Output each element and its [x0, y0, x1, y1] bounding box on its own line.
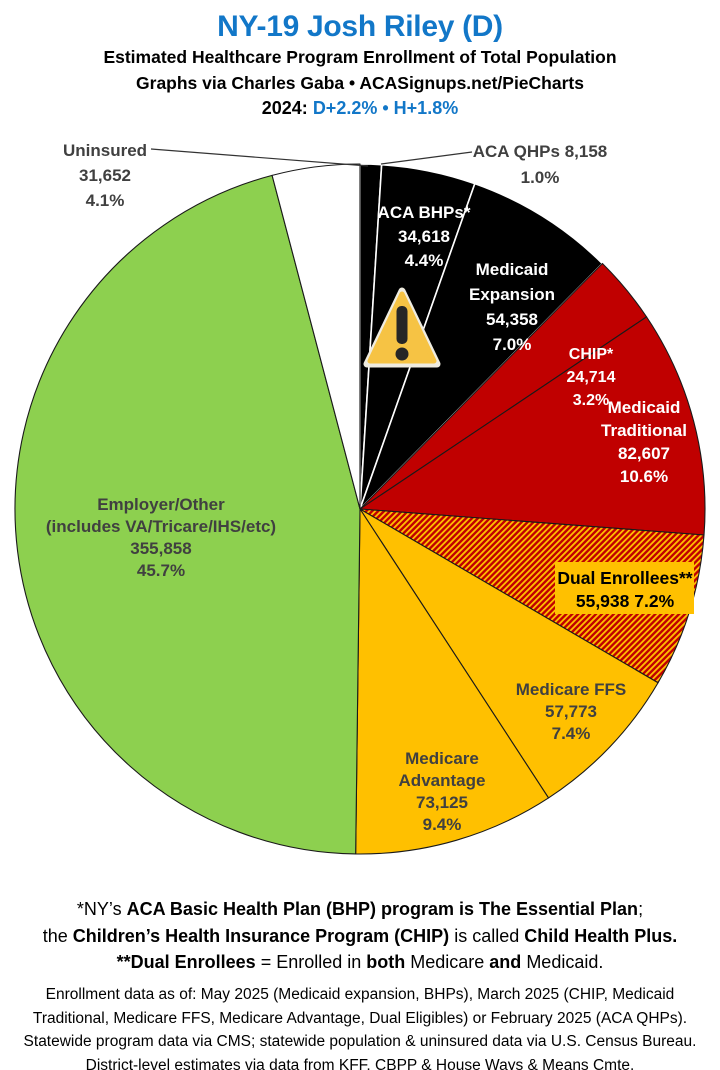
text-segment: Medicaid.: [521, 952, 604, 972]
slice-label-employer-other-line3: 45.7%: [137, 561, 185, 580]
source-line: Traditional, Medicare FFS, Medicare Adva…: [32, 1009, 688, 1027]
source-line: Enrollment data as of: May 2025 (Medicai…: [45, 986, 675, 1003]
slice-label-uninsured-line1: 31,652: [79, 166, 131, 185]
text-segment: *NY’s: [76, 899, 127, 919]
slice-label-medicaid-expansion-line1: Expansion: [469, 285, 555, 304]
warning-icon: [363, 287, 441, 368]
label-box-dual-enrollees: [555, 562, 694, 614]
slice-label-medicare-ffs-line2: 7.4%: [552, 724, 591, 743]
slice-label-medicaid-expansion-line0: Medicaid: [476, 260, 549, 279]
warning-exclamation-dot: [395, 347, 409, 361]
slice-label-medicare-advantage-line1: Advantage: [399, 771, 486, 790]
footnote-sources: Enrollment data as of: May 2025 (Medicai…: [0, 983, 720, 1070]
pie-slice-uninsured: [271, 163, 361, 510]
pie-slice-medicare-ffs: [359, 508, 659, 799]
slice-label-chip-line1: 24,714: [567, 369, 616, 386]
text-segment: is called: [449, 925, 525, 946]
source-line: Statewide program data via CMS; statewid…: [23, 1033, 697, 1050]
text-segment: **Dual Enrollees: [116, 952, 256, 972]
slice-label-uninsured-line0: Uninsured: [63, 141, 147, 160]
text-segment: the: [42, 925, 73, 946]
footnote-definitions: *NY’s ACA Basic Health Plan (BHP) progra…: [0, 896, 720, 976]
pie-slice-medicare-advantage: [355, 508, 550, 855]
pie-slice-medicaid-expansion: [359, 182, 604, 510]
text-segment: H+1.8%: [393, 98, 459, 118]
slice-label-uninsured-line2: 4.1%: [86, 191, 125, 210]
leader-line-aca-qhps: [380, 151, 473, 165]
text-segment: Children’s Health Insurance Program (CHI…: [72, 925, 450, 946]
text-segment: = Enrolled in: [255, 952, 367, 972]
pie-slice-employer-other: [14, 174, 361, 855]
text-segment: Child Health Plus.: [524, 925, 678, 946]
slice-label-medicare-advantage-line0: Medicare: [405, 749, 479, 768]
slice-label-aca-qhps-line1: 1.0%: [521, 168, 560, 187]
page-title: NY-19 Josh Riley (D): [217, 10, 503, 43]
leader-line-uninsured: [150, 148, 369, 167]
slice-label-employer-other-line2: 355,858: [130, 539, 191, 558]
footnote-line: **Dual Enrollees = Enrolled in both Medi…: [0, 949, 720, 976]
leader-lines: [150, 148, 473, 167]
text-segment: and: [489, 952, 522, 972]
slice-label-dual-enrollees-line0: Dual Enrollees**: [557, 568, 692, 588]
slice-label-medicare-advantage-line2: 73,125: [416, 793, 468, 812]
slice-label-aca-bhps-line0: ACA BHPs*: [378, 203, 471, 222]
footnote-line: the Children’s Health Insurance Program …: [0, 923, 720, 950]
pie-slice-medicaid-traditional: [359, 316, 706, 536]
slice-label-medicare-ffs-line1: 57,773: [545, 702, 597, 721]
slice-label-medicare-ffs-line0: Medicare FFS: [516, 680, 627, 699]
text-segment: 2024:: [261, 98, 313, 118]
text-segment: both: [366, 952, 406, 972]
slice-label-chip-line0: CHIP*: [569, 346, 614, 363]
slice-label-medicaid-traditional-line1: Traditional: [601, 421, 687, 440]
slice-label-chip-line2: 3.2%: [573, 392, 609, 409]
slice-label-employer-other-line1: (includes VA/Tricare/IHS/etc): [46, 517, 276, 536]
text-segment: •: [377, 98, 394, 118]
slice-label-aca-bhps-line2: 4.4%: [405, 251, 444, 270]
header: NY-19 Josh Riley (D) Estimated Healthcar…: [0, 10, 720, 120]
partisan-lean-line: 2024: D+2.2% • H+1.8%: [0, 96, 720, 120]
slice-label-medicare-advantage-line3: 9.4%: [423, 815, 462, 834]
text-segment: ACA Basic Health Plan (BHP) program is T…: [126, 899, 639, 919]
slice-label-medicaid-traditional-line0: Medicaid: [608, 398, 681, 417]
warning-exclamation-bar: [396, 306, 408, 344]
slice-label-medicaid-expansion-line2: 54,358: [486, 310, 538, 329]
slice-label-aca-bhps-line1: 34,618: [398, 227, 450, 246]
slice-label-medicaid-expansion-line3: 7.0%: [493, 335, 532, 354]
text-segment: ;: [638, 899, 644, 919]
slice-label-dual-enrollees-line1: 55,938 7.2%: [576, 591, 675, 611]
footnote-line: *NY’s ACA Basic Health Plan (BHP) progra…: [0, 896, 720, 923]
slice-label-employer-other-line0: Employer/Other: [97, 495, 225, 514]
slice-label-aca-qhps-line0: ACA QHPs 8,158: [473, 142, 607, 161]
slice-label-medicaid-traditional-line3: 10.6%: [620, 467, 668, 486]
source-line: District-level estimates via data from K…: [85, 1056, 635, 1070]
text-segment: D+2.2%: [312, 98, 378, 118]
slice-label-medicaid-traditional-line2: 82,607: [618, 444, 670, 463]
subtitle: Estimated Healthcare Program Enrollment …: [103, 47, 617, 67]
text-segment: Medicare: [405, 952, 490, 972]
slice-labels: ACA QHPs 8,158 1.0% ACA BHPs* 34,618 4.4% Med…: [46, 141, 694, 834]
credit-line: Graphs via Charles Gaba • ACASignups.net…: [136, 73, 584, 93]
pie-slices: [14, 163, 706, 855]
